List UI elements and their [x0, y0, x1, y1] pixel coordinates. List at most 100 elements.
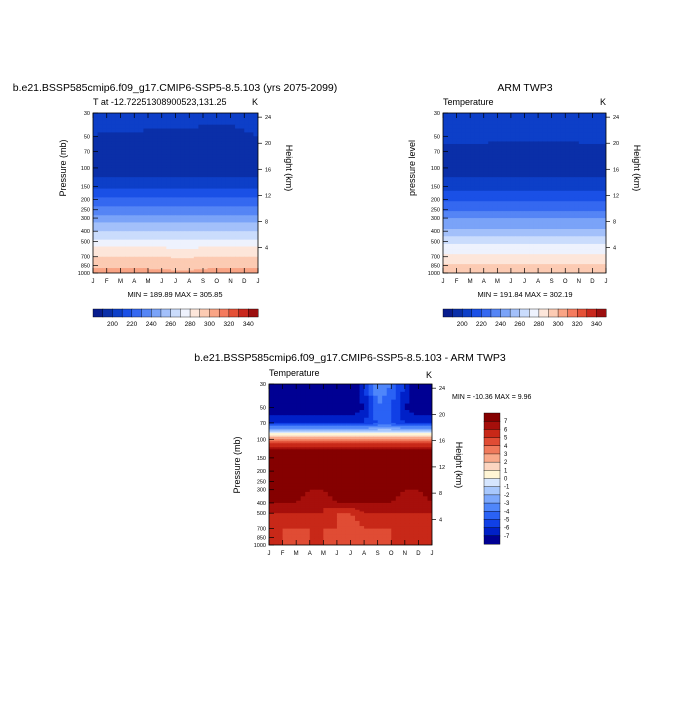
contour-cell — [221, 149, 226, 152]
contour-cell — [583, 129, 588, 133]
contour-cell — [475, 160, 480, 163]
contour-cell — [130, 180, 135, 183]
contour-cell — [556, 154, 561, 157]
contour-cell — [502, 152, 507, 155]
contour-cell — [448, 149, 453, 152]
contour-cell — [185, 252, 190, 255]
contour-cell — [506, 129, 511, 133]
contour-cell — [244, 168, 249, 171]
contour-cell — [543, 244, 548, 247]
contour-cell — [134, 136, 139, 139]
contour-cell — [579, 183, 584, 186]
colorbar-swatch — [239, 309, 249, 317]
contour-cell — [470, 180, 475, 183]
contour-cell — [452, 174, 457, 177]
contour-cell — [189, 147, 194, 150]
contour-cell — [588, 252, 593, 255]
contour-cell — [125, 241, 130, 244]
stats-text: MIN = 189.89 MAX = 305.85 — [127, 290, 222, 299]
contour-cell — [534, 241, 539, 244]
contour-cell — [203, 163, 208, 166]
contour-cell — [198, 132, 203, 136]
contour-cell — [565, 136, 570, 139]
contour-cell — [520, 125, 525, 129]
contour-cell — [217, 174, 222, 177]
contour-cell — [189, 180, 194, 183]
colorbar-swatch — [142, 309, 152, 317]
contour-cell — [565, 252, 570, 255]
contour-cell — [561, 183, 566, 186]
contour-cell — [484, 139, 489, 142]
contour-cell — [198, 160, 203, 163]
contour-cell — [125, 183, 130, 186]
contour-cell — [579, 157, 584, 160]
contour-cell — [561, 180, 566, 183]
contour-cell — [461, 117, 466, 121]
contour-cell — [244, 149, 249, 152]
contour-cell — [565, 183, 570, 186]
contour-cell — [249, 149, 254, 152]
contour-cell — [457, 149, 462, 152]
contour-cell — [534, 147, 539, 150]
contour-cell — [125, 141, 130, 144]
contour-cell — [176, 113, 181, 117]
y-tick-label-right: 4 — [265, 246, 268, 252]
contour-cell — [470, 149, 475, 152]
contour-cell — [180, 160, 185, 163]
contour-cell — [189, 246, 194, 249]
contour-cell — [506, 154, 511, 157]
contour-cell — [592, 168, 597, 171]
contour-cell — [226, 183, 231, 186]
contour-cell — [543, 139, 548, 142]
contour-cell — [552, 249, 557, 252]
y-tick-label: 500 — [81, 239, 90, 245]
contour-cell — [139, 141, 144, 144]
contour-cell — [235, 163, 240, 166]
contour-cell — [570, 129, 575, 133]
contour-cell — [203, 141, 208, 144]
panel-arm-temperature: ARM TWP3 Temperature K pressure level He… — [407, 82, 642, 328]
contour-cell — [534, 246, 539, 249]
contour-cell — [597, 165, 602, 168]
contour-cell — [515, 241, 520, 244]
contour-cell — [497, 149, 502, 152]
contour-cell — [153, 147, 158, 150]
contour-cell — [171, 129, 176, 133]
contour-cell — [448, 165, 453, 168]
contour-cell — [443, 171, 448, 174]
y-tick-label: 70 — [84, 150, 90, 156]
contour-cell — [240, 157, 245, 160]
contour-cell — [121, 165, 126, 168]
contour-cell — [176, 241, 181, 244]
contour-cell — [231, 117, 236, 121]
contour-cell — [176, 163, 181, 166]
contour-cell — [208, 125, 213, 129]
contour-cell — [583, 168, 588, 171]
contour-cell — [452, 160, 457, 163]
contour-cell — [534, 154, 539, 157]
contour-cell — [125, 174, 130, 177]
contour-cell — [502, 113, 507, 117]
contour-cell — [479, 252, 484, 255]
contour-cell — [208, 117, 213, 121]
contour-cell — [143, 157, 148, 160]
contour-cell — [534, 132, 539, 136]
contour-cell — [203, 132, 208, 136]
contour-cell — [185, 174, 190, 177]
contour-cell — [552, 113, 557, 117]
contour-cell — [148, 244, 153, 247]
contour-cell — [493, 157, 498, 160]
contour-cell — [185, 180, 190, 183]
contour-cell — [515, 136, 520, 139]
contour-cell — [249, 252, 254, 255]
contour-cell — [203, 149, 208, 152]
contour-cell — [116, 244, 121, 247]
contour-cell — [570, 149, 575, 152]
contour-cell — [574, 149, 579, 152]
contour-cell — [484, 149, 489, 152]
panel-subtitle-left: T at -12.72251308900523,131.25 — [93, 97, 226, 107]
contour-cell — [134, 241, 139, 244]
contour-cell — [556, 174, 561, 177]
contour-cell — [171, 147, 176, 150]
contour-field — [443, 113, 606, 273]
